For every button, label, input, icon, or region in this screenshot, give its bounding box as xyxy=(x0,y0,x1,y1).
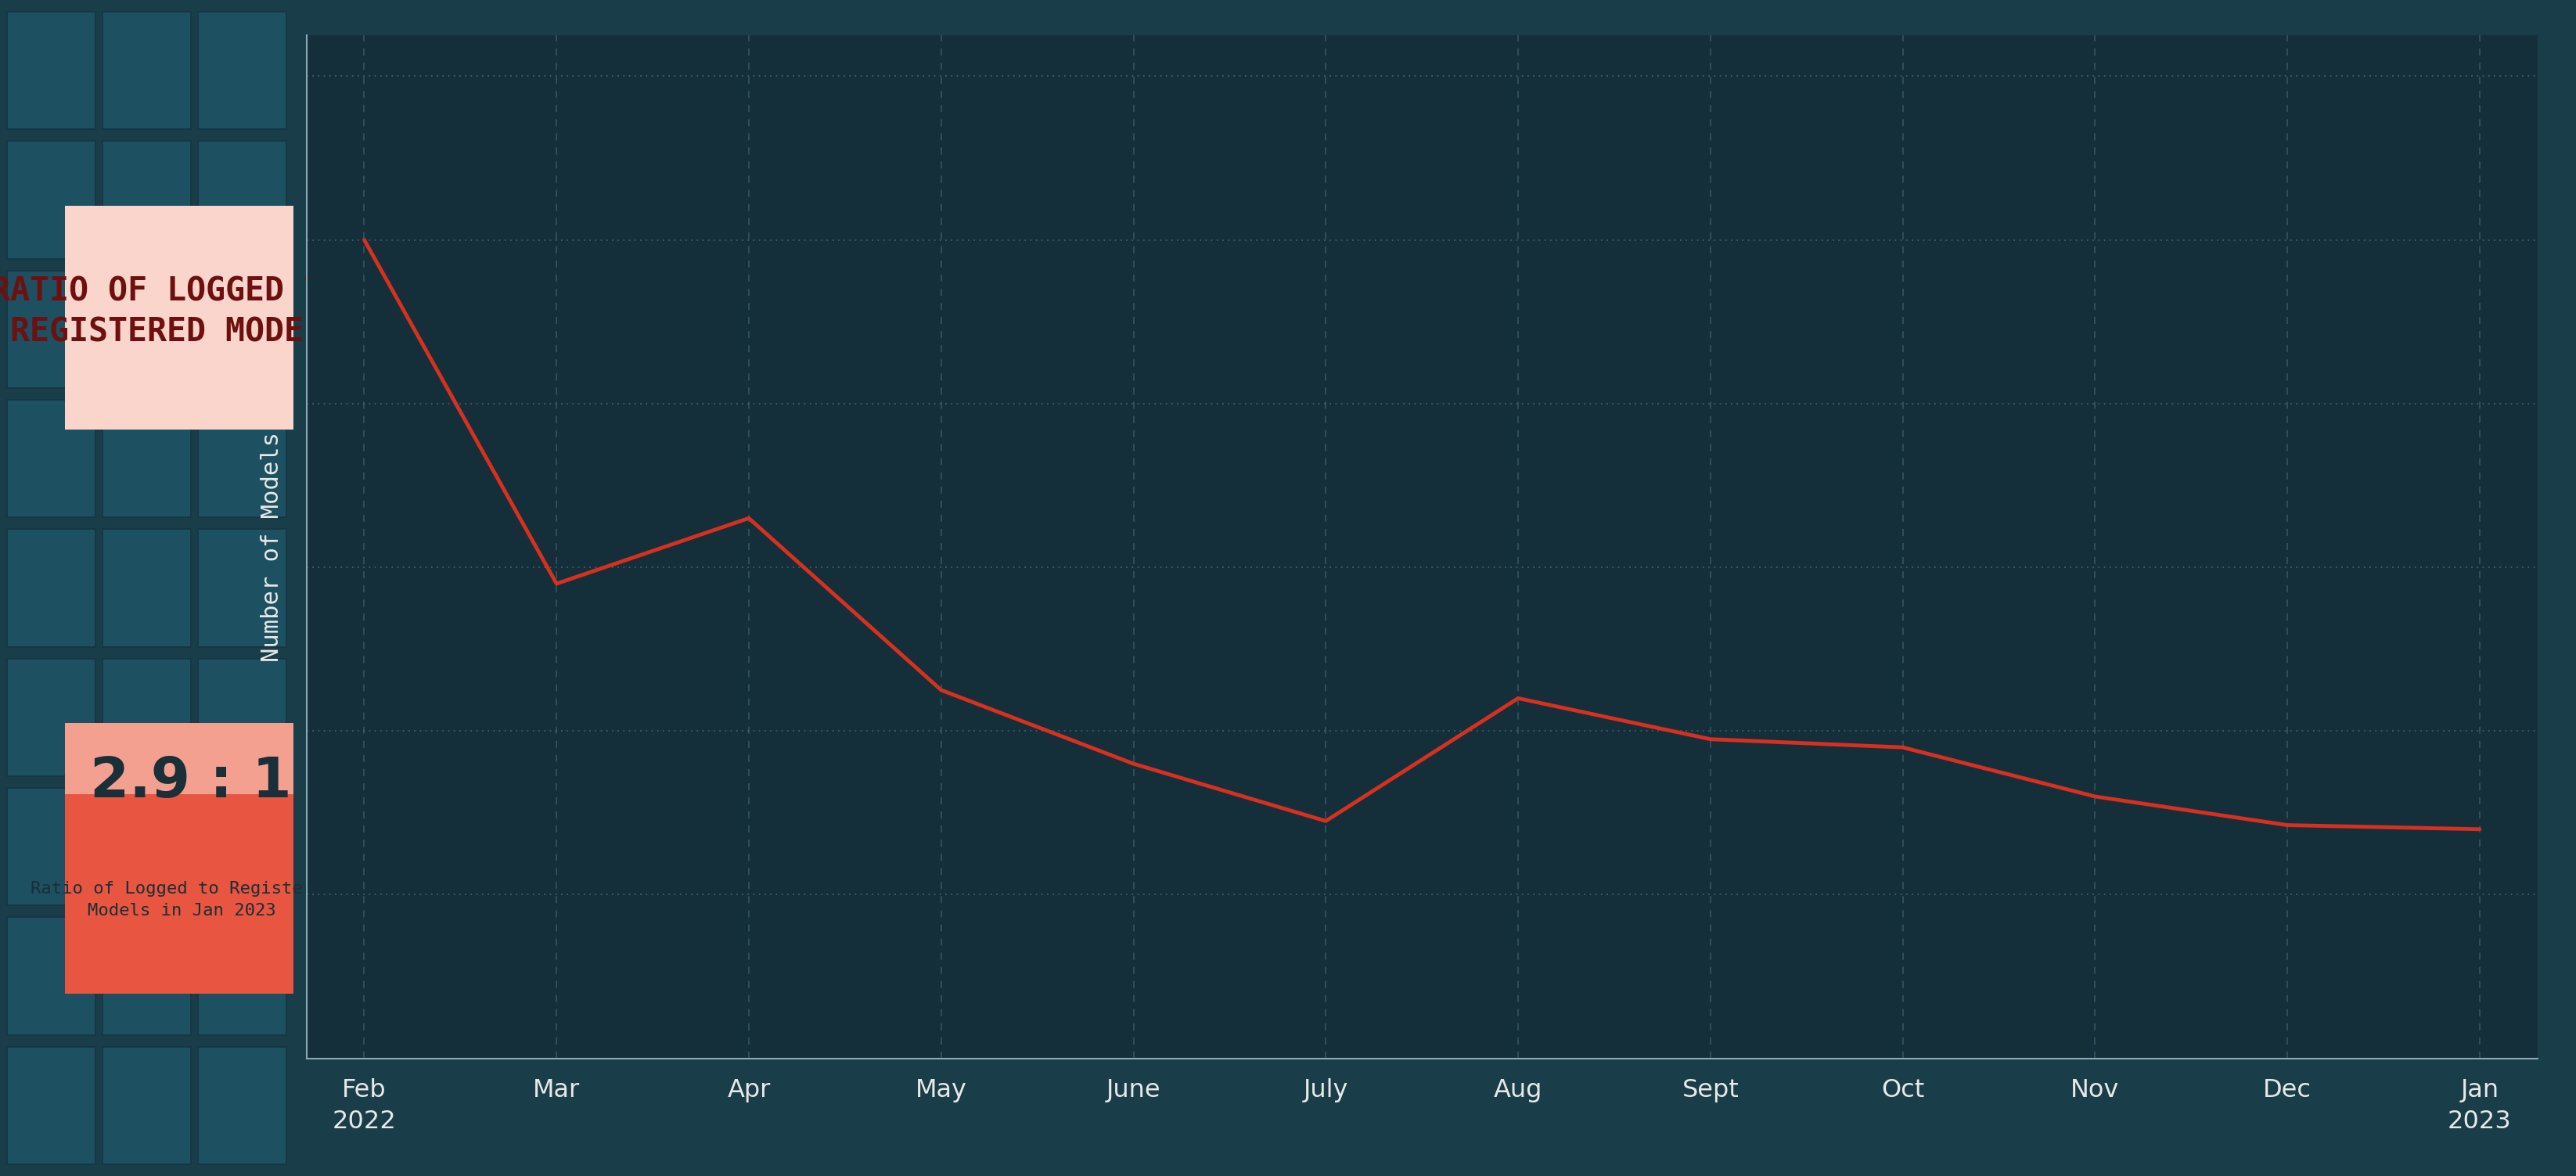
Bar xyxy=(8,400,95,517)
Bar xyxy=(103,917,191,1035)
Bar xyxy=(64,794,374,994)
Bar xyxy=(198,400,286,517)
Bar xyxy=(198,12,286,129)
Text: 2.9 : 1: 2.9 : 1 xyxy=(90,755,291,809)
Bar xyxy=(198,270,286,388)
Bar xyxy=(198,917,286,1035)
Bar xyxy=(8,788,95,906)
Bar xyxy=(8,270,95,388)
Bar xyxy=(198,1047,286,1164)
Bar xyxy=(8,529,95,647)
Bar xyxy=(103,270,191,388)
Bar xyxy=(103,141,191,259)
Bar xyxy=(8,917,95,1035)
Bar xyxy=(8,141,95,259)
Text: Ratio of Logged to Registered
Models in Jan 2023: Ratio of Logged to Registered Models in … xyxy=(31,881,335,918)
Bar xyxy=(8,1047,95,1164)
Bar xyxy=(198,529,286,647)
Bar xyxy=(198,659,286,776)
Bar xyxy=(64,206,374,429)
Bar xyxy=(198,788,286,906)
Bar xyxy=(103,12,191,129)
Bar xyxy=(8,659,95,776)
Bar xyxy=(198,141,286,259)
Text: RATIO OF LOGGED VS.
REGISTERED MODELS: RATIO OF LOGGED VS. REGISTERED MODELS xyxy=(0,275,363,348)
Bar xyxy=(8,12,95,129)
Bar xyxy=(103,400,191,517)
Bar xyxy=(103,1047,191,1164)
Bar xyxy=(103,659,191,776)
Bar xyxy=(103,788,191,906)
Bar xyxy=(64,723,374,853)
Y-axis label: Number of Models: Number of Models xyxy=(260,432,283,662)
Bar xyxy=(103,529,191,647)
